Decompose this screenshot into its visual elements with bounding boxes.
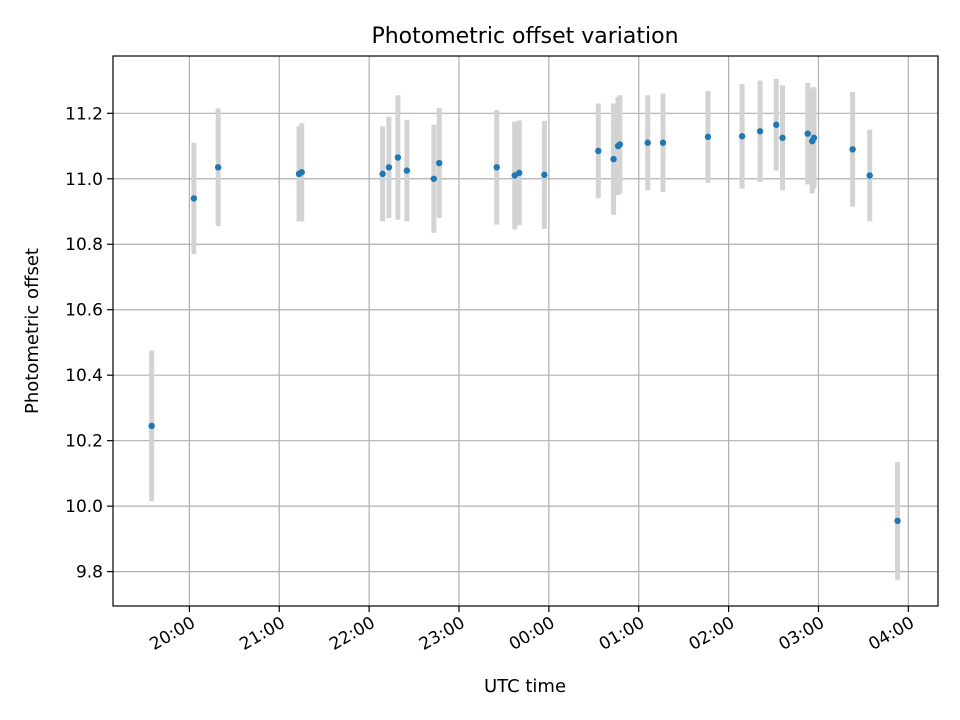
x-tick-label: 20:00 xyxy=(146,613,198,655)
data-point xyxy=(779,134,786,142)
data-point xyxy=(493,164,500,171)
x-axis-ticks: 20:00 21:00 22:00 23:00 00:00 01:00 02:00 03:00… xyxy=(146,606,918,655)
data-point xyxy=(644,139,651,146)
grid xyxy=(113,56,938,606)
data-point xyxy=(298,169,305,176)
y-tick-label: 10.8 xyxy=(65,235,103,255)
data-point xyxy=(379,170,386,178)
y-tick-label: 10.6 xyxy=(65,301,103,321)
y-tick-label: 10.0 xyxy=(65,497,103,517)
data-point xyxy=(516,169,523,177)
data-point xyxy=(704,133,712,141)
y-axis-ticks: 9.8 10.0 10.2 10.4 10.6 10.8 11.0 11.2 xyxy=(65,104,113,583)
error-bars xyxy=(149,78,901,580)
y-tick-label: 11.2 xyxy=(65,104,103,124)
x-tick-label: 23:00 xyxy=(416,613,468,655)
data-point xyxy=(190,195,198,202)
data-point xyxy=(148,422,155,430)
data-point xyxy=(866,172,873,179)
y-tick-label: 10.4 xyxy=(65,366,103,386)
x-tick-label: 22:00 xyxy=(326,613,378,655)
data-point xyxy=(616,141,624,148)
data-point xyxy=(385,164,393,171)
data-point xyxy=(403,167,411,174)
data-point xyxy=(610,155,617,163)
x-tick-label: 03:00 xyxy=(776,613,828,655)
y-axis-label: Photometric offset xyxy=(22,248,43,414)
data-points xyxy=(148,121,901,525)
data-point xyxy=(394,154,402,161)
x-tick-label: 01:00 xyxy=(596,613,648,655)
data-point xyxy=(849,146,856,153)
data-point xyxy=(595,147,602,155)
y-tick-label: 10.2 xyxy=(65,432,103,452)
x-axis-label: UTC time xyxy=(484,676,566,697)
chart-title: Photometric offset variation xyxy=(371,24,678,49)
data-point xyxy=(804,130,811,137)
x-tick-label: 02:00 xyxy=(686,613,738,655)
data-point xyxy=(430,175,438,182)
data-point xyxy=(810,134,818,142)
x-tick-label: 04:00 xyxy=(865,613,917,655)
x-tick-label: 00:00 xyxy=(506,613,558,655)
data-point xyxy=(773,121,780,128)
data-point xyxy=(541,171,548,179)
data-point xyxy=(756,128,764,135)
y-tick-label: 9.8 xyxy=(76,563,103,583)
data-point xyxy=(894,517,901,525)
data-point xyxy=(214,164,222,171)
plot-frame xyxy=(112,55,939,607)
x-tick-label: 21:00 xyxy=(236,613,288,655)
y-tick-label: 11.0 xyxy=(65,170,103,190)
data-point xyxy=(738,133,746,140)
data-point xyxy=(436,159,443,167)
data-point xyxy=(659,139,667,146)
